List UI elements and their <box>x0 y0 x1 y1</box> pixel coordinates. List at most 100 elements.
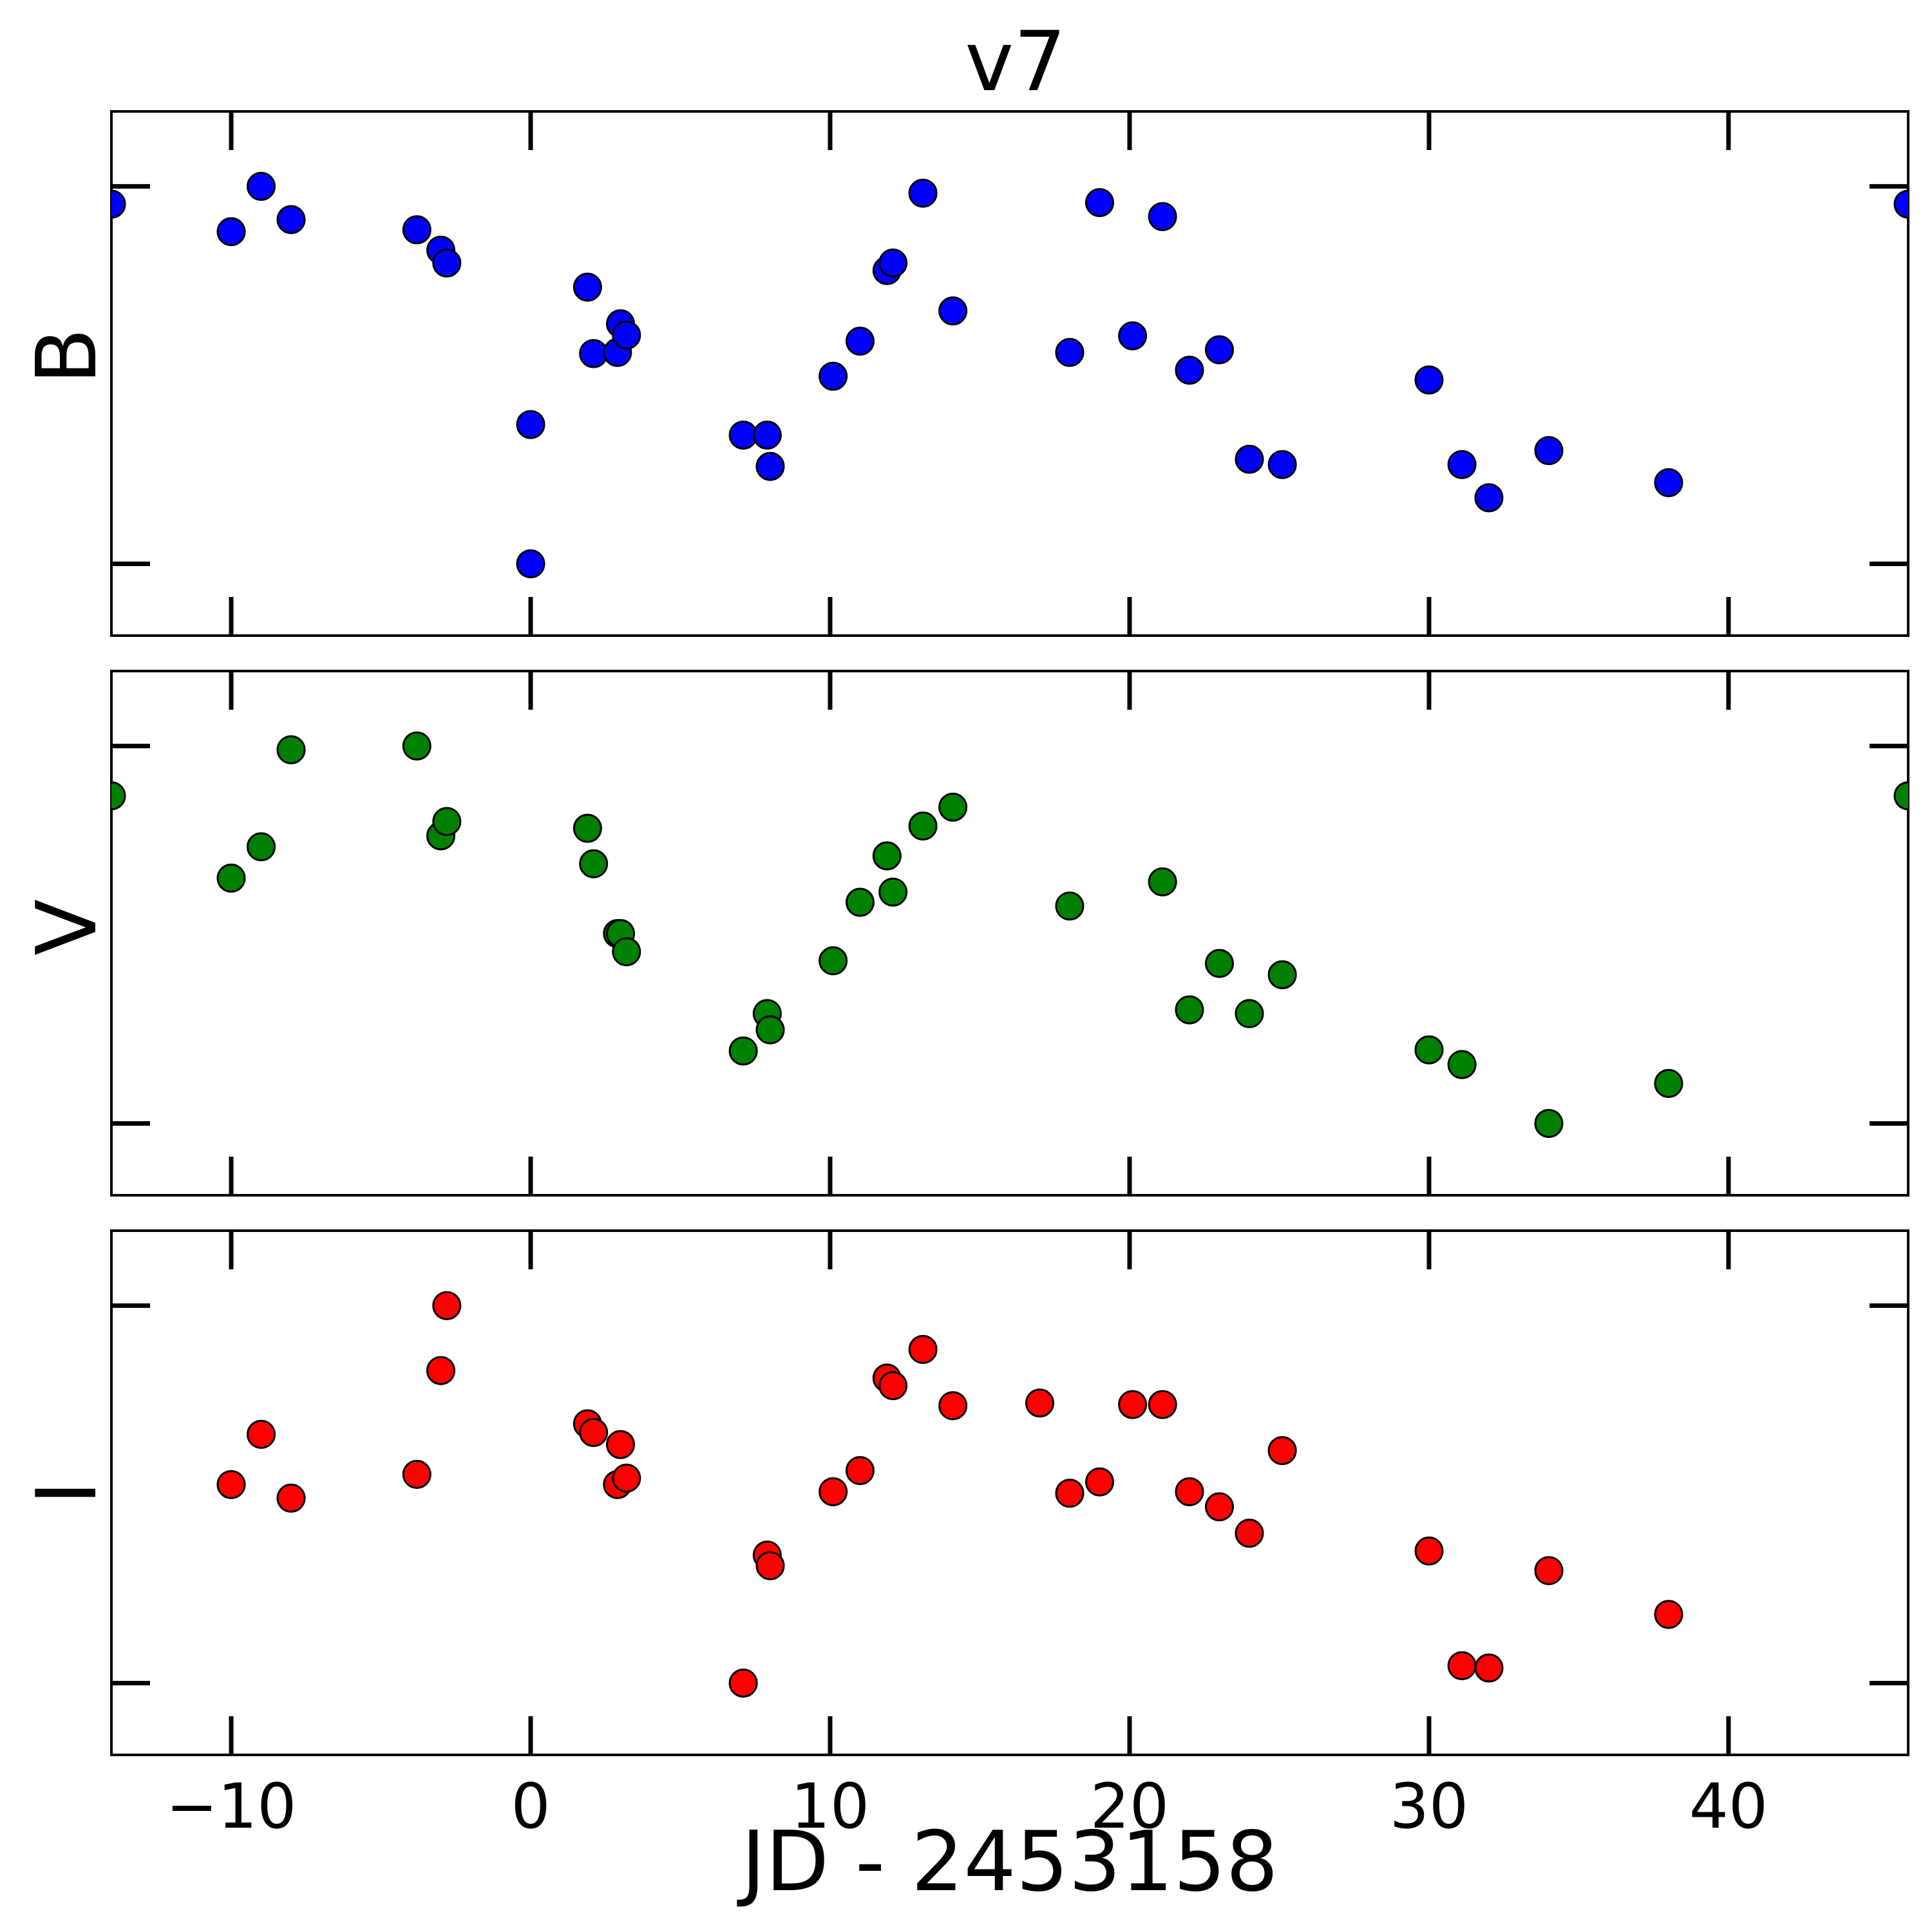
data-point <box>216 1470 246 1499</box>
data-point <box>612 1463 641 1493</box>
data-point <box>1148 1390 1177 1419</box>
x-tick-label: −10 <box>166 1770 297 1842</box>
data-point <box>1148 867 1177 896</box>
data-point <box>1205 949 1234 978</box>
data-point <box>579 849 609 878</box>
data-point <box>1118 321 1148 350</box>
data-point <box>938 1391 968 1421</box>
panel-v-ylabel: V <box>19 899 115 956</box>
panel-v-ticks <box>111 671 1908 1195</box>
data-point <box>878 1371 908 1401</box>
data-point <box>1534 1108 1564 1138</box>
data-point <box>1414 1536 1444 1566</box>
data-point <box>728 1036 758 1066</box>
x-tick-label: 0 <box>511 1770 550 1842</box>
data-point <box>819 946 848 976</box>
data-point <box>1175 355 1204 385</box>
chart-title: v7 <box>965 14 1066 110</box>
data-point <box>755 1015 785 1045</box>
panel-b-frame <box>110 110 1909 637</box>
data-point <box>878 877 908 907</box>
data-point <box>432 807 462 837</box>
data-point <box>878 248 908 278</box>
data-point <box>1055 891 1084 921</box>
data-point <box>402 731 431 761</box>
data-point <box>402 215 431 245</box>
data-point <box>1414 1035 1444 1065</box>
x-tick-label: 30 <box>1390 1770 1468 1842</box>
data-point <box>1474 483 1504 513</box>
data-point <box>111 189 126 219</box>
x-tick-label: 10 <box>791 1770 869 1842</box>
data-point <box>938 296 968 326</box>
data-point <box>1414 365 1444 395</box>
data-point <box>819 361 848 391</box>
data-point <box>846 1456 875 1486</box>
data-point <box>755 1551 785 1580</box>
data-point <box>1148 202 1177 231</box>
data-point <box>1175 995 1204 1025</box>
x-tick-label: 20 <box>1090 1770 1169 1842</box>
data-point <box>276 205 306 234</box>
panel-v-frame <box>110 670 1909 1197</box>
data-point <box>1447 1050 1477 1079</box>
data-point <box>908 178 938 208</box>
data-point <box>908 811 938 841</box>
data-point <box>1025 1388 1054 1418</box>
data-point <box>573 813 602 843</box>
panel-i: I <box>19 1229 1909 1756</box>
data-point <box>1893 781 1908 811</box>
data-point <box>1235 444 1264 474</box>
data-point <box>432 248 462 278</box>
x-axis-label: JD - 2453158 <box>737 1814 1278 1910</box>
data-point <box>516 410 545 439</box>
data-point <box>1534 436 1564 466</box>
panel-i-frame <box>110 1229 1909 1756</box>
panel-b: B <box>19 110 1909 637</box>
panel-b-points <box>111 171 1908 578</box>
data-point <box>606 1430 635 1459</box>
data-point <box>276 735 306 764</box>
data-point <box>819 1477 848 1506</box>
data-point <box>216 864 246 893</box>
x-tick-labels: −10 0 10 20 30 40 <box>166 1770 1768 1842</box>
data-point <box>1205 1492 1234 1522</box>
panel-v: V <box>19 670 1909 1197</box>
data-point <box>1893 189 1908 219</box>
data-point <box>938 792 968 822</box>
panel-b-ticks <box>111 111 1908 636</box>
data-point <box>1267 960 1297 990</box>
data-point <box>612 320 641 350</box>
x-tick-label: 40 <box>1689 1770 1768 1842</box>
data-point <box>402 1459 431 1489</box>
data-point <box>1085 1467 1114 1497</box>
data-point <box>426 1356 455 1385</box>
data-point <box>573 272 602 302</box>
data-point <box>1085 188 1114 218</box>
data-point <box>846 887 875 917</box>
panel-i-points <box>216 1291 1683 1698</box>
data-point <box>1447 450 1477 479</box>
panel-v-points <box>111 731 1908 1138</box>
data-point <box>1447 1651 1477 1681</box>
data-point <box>1534 1556 1564 1586</box>
data-point <box>216 217 246 247</box>
data-point <box>1267 1435 1297 1465</box>
data-point <box>432 1291 462 1320</box>
data-point <box>579 339 609 368</box>
data-point <box>752 421 782 450</box>
data-point <box>612 937 641 967</box>
data-point <box>1205 335 1234 365</box>
data-point <box>872 841 902 871</box>
data-point <box>1654 1068 1683 1098</box>
data-point <box>579 1417 609 1447</box>
data-point <box>247 1419 276 1449</box>
data-point <box>1267 450 1297 479</box>
data-point <box>1055 337 1084 367</box>
data-point <box>1175 1477 1204 1506</box>
data-point <box>728 1668 758 1698</box>
data-point <box>908 1334 938 1364</box>
panel-b-ylabel: B <box>19 328 115 384</box>
data-point <box>755 451 785 481</box>
data-point <box>111 781 126 811</box>
